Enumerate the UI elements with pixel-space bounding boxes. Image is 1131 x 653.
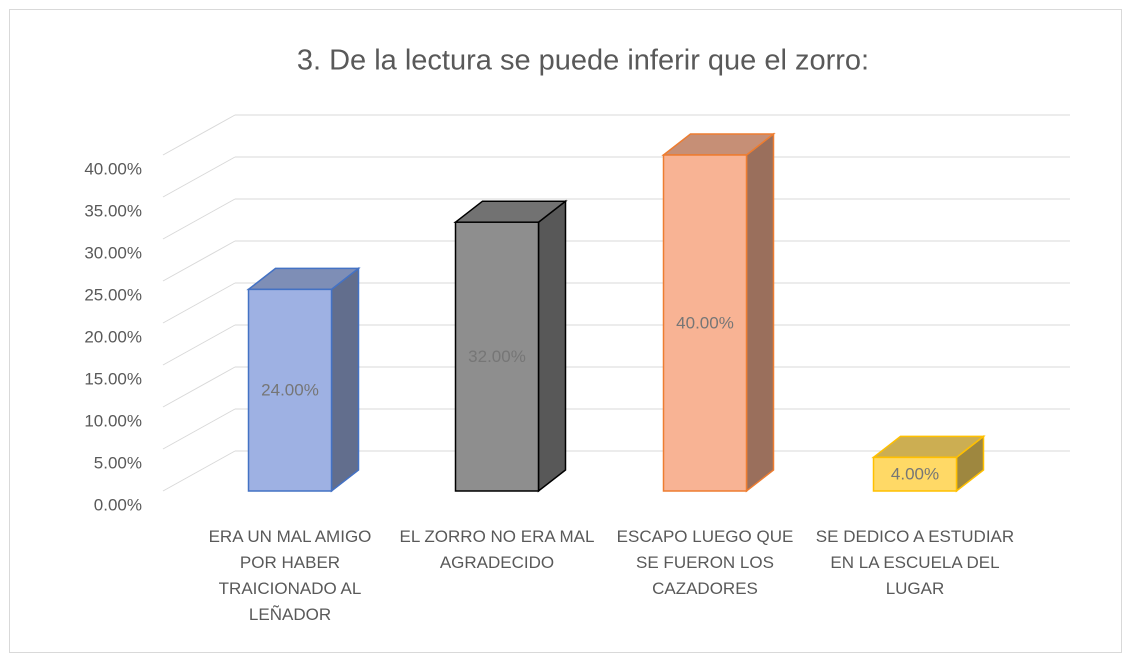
chart-title: 3. De la lectura se puede inferir que el… xyxy=(297,45,869,77)
x-tick-label: SE DEDICO A ESTUDIAR EN LA ESCUELA DEL L… xyxy=(815,527,1015,598)
grid-line-side xyxy=(162,366,236,408)
y-tick-label: 10.00% xyxy=(84,411,142,430)
grid-line-side xyxy=(162,114,236,156)
value-label: 24.00% xyxy=(261,381,319,400)
x-tick-label: ERA UN MAL AMIGO POR HABER TRAICIONADO A… xyxy=(208,527,372,624)
y-tick-label: 25.00% xyxy=(84,285,142,304)
value-label: 40.00% xyxy=(676,313,734,332)
y-tick-label: 35.00% xyxy=(84,201,142,220)
grid-line-side xyxy=(162,240,236,282)
y-tick-label: 30.00% xyxy=(84,243,142,262)
y-tick-label: 0.00% xyxy=(94,495,142,514)
grid-line-side xyxy=(162,156,236,198)
bar-side xyxy=(537,199,567,493)
grid-line-side xyxy=(162,282,236,324)
grid-line-side xyxy=(162,324,236,366)
grid-line-side xyxy=(162,408,236,450)
y-tick-label: 5.00% xyxy=(94,453,142,472)
value-label: 4.00% xyxy=(891,465,939,484)
grid-line-side xyxy=(162,198,236,240)
bar-side xyxy=(745,132,775,493)
bar xyxy=(662,154,748,492)
bar-side xyxy=(330,266,360,493)
bar xyxy=(872,456,958,492)
bar xyxy=(247,288,333,492)
bar xyxy=(454,221,540,492)
y-tick-label: 20.00% xyxy=(84,327,142,346)
grid-line-side xyxy=(162,450,236,492)
value-label: 32.00% xyxy=(468,347,526,366)
x-tick-label: ESCAPO LUEGO QUE SE FUERON LOS CAZADORES xyxy=(616,527,794,598)
y-tick-label: 15.00% xyxy=(84,369,142,388)
x-tick-label: EL ZORRO NO ERA MAL AGRADECIDO xyxy=(399,527,595,572)
y-tick-label: 40.00% xyxy=(84,159,142,178)
